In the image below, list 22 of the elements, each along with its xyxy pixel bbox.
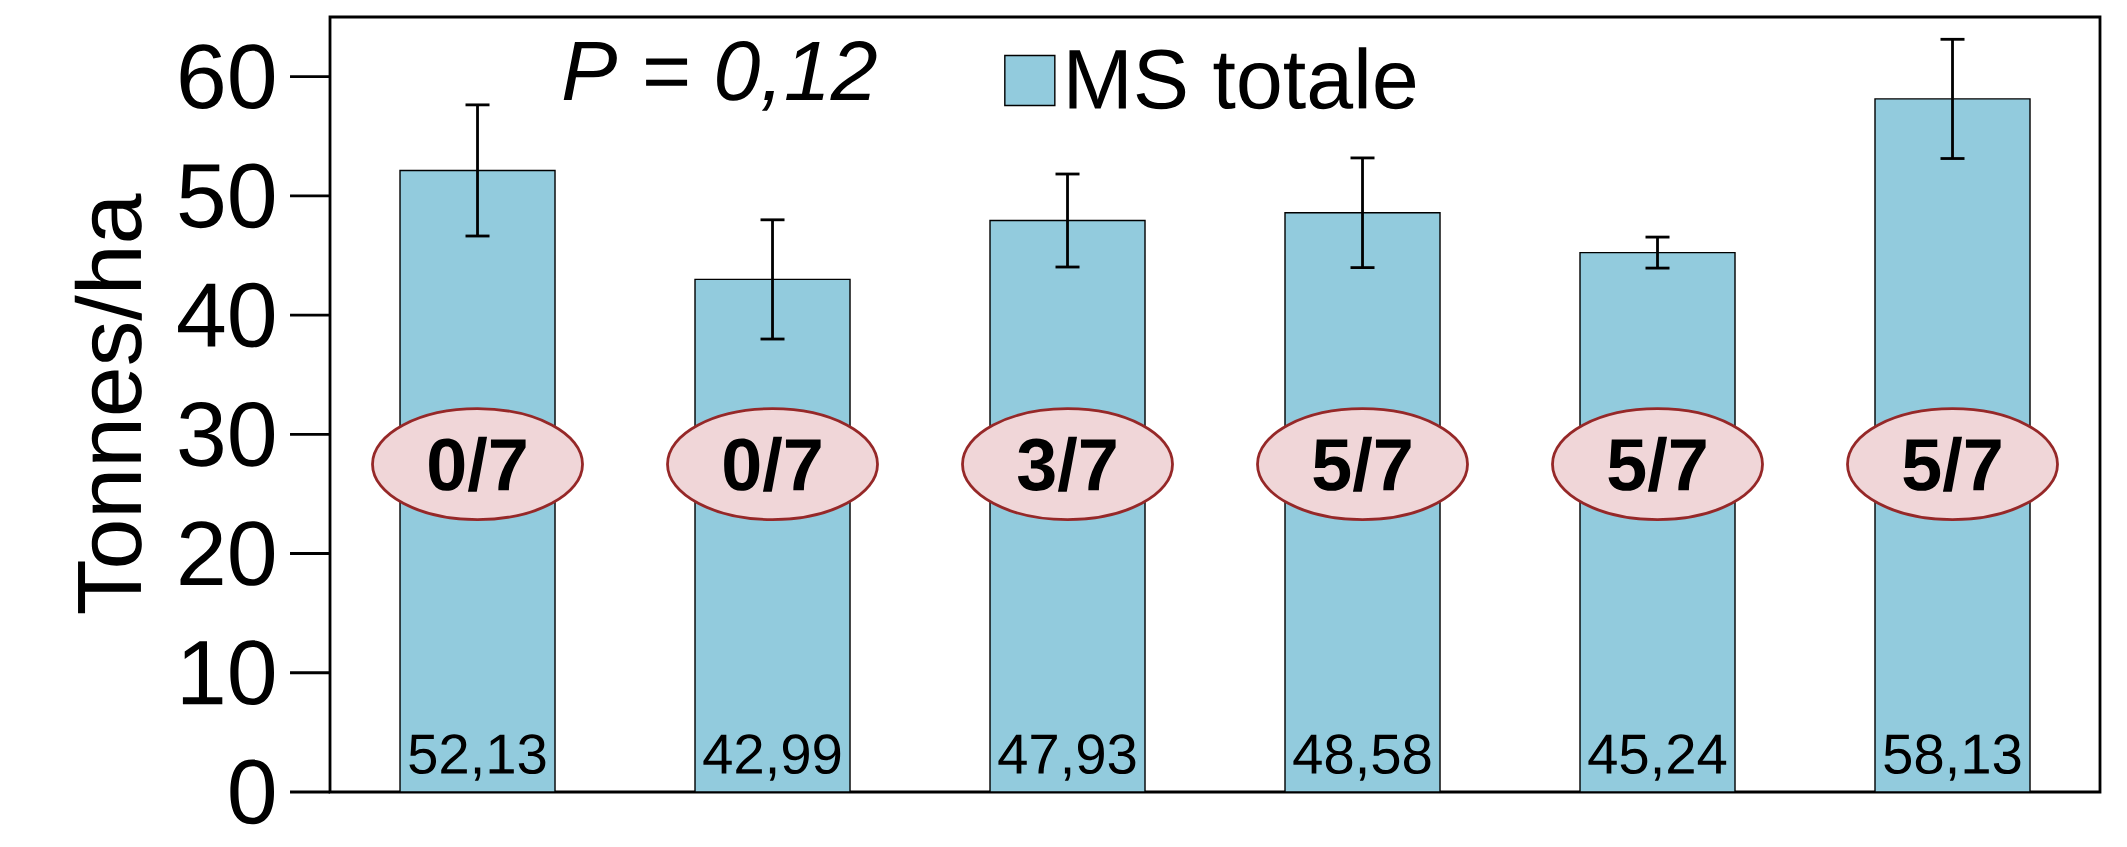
annotation: 5/7 bbox=[1313, 436, 1411, 492]
annotation: P = 0,12 bbox=[563, 41, 877, 111]
legend-label: MS totale bbox=[1069, 47, 1416, 110]
annotation: 0/7 bbox=[429, 436, 526, 492]
y-tick-label: 50 bbox=[179, 163, 274, 229]
y-tick-label: 30 bbox=[179, 401, 274, 467]
data-label: 58,13 bbox=[1884, 734, 2021, 781]
annotation: 5/7 bbox=[1903, 436, 2001, 492]
annotation: 5/7 bbox=[1608, 436, 1706, 492]
annotation: 3/7 bbox=[1017, 436, 1116, 492]
data-label: 48,58 bbox=[1293, 734, 1431, 781]
data-label: 42,99 bbox=[703, 734, 841, 781]
data-label: 47,93 bbox=[998, 734, 1136, 781]
y-tick-label: 0 bbox=[230, 759, 275, 825]
y-tick-label: 20 bbox=[180, 521, 274, 586]
y-tick-label: 40 bbox=[178, 282, 274, 348]
y-tick-label: 10 bbox=[182, 640, 274, 706]
data-label: 45,24 bbox=[1588, 734, 1727, 781]
data-label: 52,13 bbox=[409, 734, 546, 781]
annotation: 0/7 bbox=[724, 436, 821, 492]
y-tick-label: 60 bbox=[180, 44, 274, 109]
y-axis-title: Tonnes/ha bbox=[74, 193, 142, 614]
